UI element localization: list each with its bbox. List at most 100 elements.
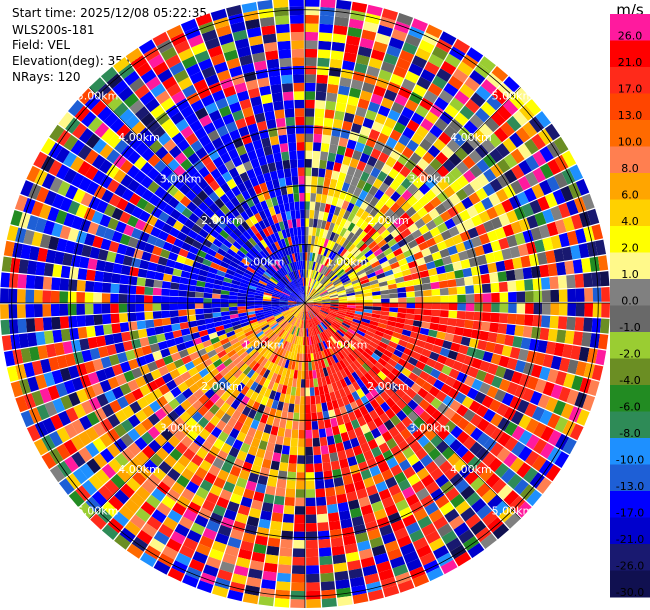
velocity-gate (382, 265, 392, 273)
velocity-gate (193, 435, 206, 447)
velocity-gate (448, 287, 458, 295)
colorbar-cell (610, 67, 650, 94)
velocity-gate (353, 263, 362, 271)
velocity-gate (312, 293, 320, 299)
velocity-gate (261, 432, 270, 443)
velocity-gate (369, 217, 379, 228)
velocity-gate (251, 551, 266, 563)
velocity-gate (479, 56, 496, 72)
velocity-gate (440, 480, 455, 495)
velocity-gate (316, 505, 328, 515)
velocity-gate (299, 252, 303, 261)
velocity-gate (489, 178, 503, 193)
velocity-gate (388, 340, 398, 349)
colorbar-tick-label: -17.0 (616, 507, 644, 520)
velocity-gate (274, 222, 282, 232)
velocity-gate (194, 50, 210, 64)
velocity-gate (525, 303, 534, 314)
velocity-gate (146, 327, 156, 337)
velocity-gate (324, 203, 331, 213)
velocity-gate (147, 153, 161, 167)
velocity-gate (366, 484, 378, 497)
velocity-gate (285, 274, 292, 283)
velocity-gate (263, 259, 271, 268)
velocity-gate (362, 144, 374, 156)
velocity-gate (555, 371, 567, 386)
velocity-gate (385, 397, 396, 408)
velocity-gate (306, 286, 309, 295)
velocity-gate (343, 535, 357, 546)
velocity-gate (333, 562, 348, 573)
velocity-gate (279, 304, 289, 307)
velocity-gate (255, 202, 264, 213)
velocity-gate (410, 212, 422, 223)
velocity-gate (384, 269, 394, 277)
velocity-gate (270, 233, 278, 243)
velocity-gate (112, 332, 123, 344)
velocity-gate (365, 109, 378, 121)
velocity-gate (443, 125, 458, 139)
velocity-gate (199, 535, 214, 549)
velocity-gate (307, 345, 311, 354)
velocity-gate (166, 24, 184, 39)
velocity-gate (90, 100, 107, 116)
velocity-gate (59, 304, 69, 316)
velocity-gate (210, 426, 222, 438)
velocity-gate (341, 337, 350, 345)
velocity-gate (166, 538, 182, 553)
velocity-gate (8, 319, 19, 334)
velocity-gate (489, 148, 504, 163)
velocity-gate (320, 151, 329, 161)
velocity-gate (23, 197, 36, 214)
velocity-gate (343, 282, 353, 288)
velocity-gate (401, 329, 412, 337)
velocity-gate (398, 459, 412, 472)
velocity-gate (410, 245, 421, 255)
velocity-gate (379, 285, 389, 291)
velocity-gate (202, 564, 219, 577)
velocity-gate (129, 99, 145, 115)
velocity-gate (350, 246, 359, 255)
velocity-gate (336, 329, 345, 337)
velocity-gate (8, 288, 18, 303)
velocity-gate (538, 224, 551, 239)
velocity-gate (435, 494, 450, 509)
velocity-gate (266, 398, 274, 408)
velocity-gate (292, 270, 297, 280)
velocity-gate (396, 398, 407, 410)
velocity-gate (139, 384, 151, 397)
velocity-gate (547, 328, 558, 342)
velocity-gate (425, 237, 437, 248)
velocity-gate (267, 67, 281, 78)
velocity-gate (453, 458, 467, 473)
velocity-gate (367, 327, 377, 334)
velocity-gate (269, 265, 277, 273)
velocity-gate (275, 160, 284, 171)
velocity-gate (262, 273, 271, 280)
velocity-gate (309, 387, 315, 396)
velocity-gate (241, 340, 251, 348)
velocity-gate (374, 405, 385, 417)
velocity-gate (356, 378, 365, 388)
velocity-gate (358, 243, 368, 252)
velocity-gate (301, 303, 305, 311)
velocity-gate (173, 416, 186, 429)
velocity-gate (63, 379, 76, 395)
velocity-gate (547, 413, 561, 429)
velocity-gate (331, 425, 341, 436)
velocity-gate (254, 112, 266, 123)
velocity-gate (395, 421, 407, 433)
velocity-gate (503, 452, 518, 468)
velocity-gate (261, 324, 270, 331)
velocity-gate (511, 164, 525, 180)
velocity-gate (42, 317, 53, 331)
velocity-gate (143, 202, 156, 214)
velocity-gate (27, 332, 38, 347)
velocity-gate (305, 455, 314, 464)
velocity-gate (351, 224, 360, 235)
velocity-gate (343, 376, 352, 386)
velocity-gate (233, 458, 245, 470)
velocity-gate (305, 413, 312, 422)
velocity-gate (220, 298, 229, 303)
velocity-gate (12, 349, 24, 365)
